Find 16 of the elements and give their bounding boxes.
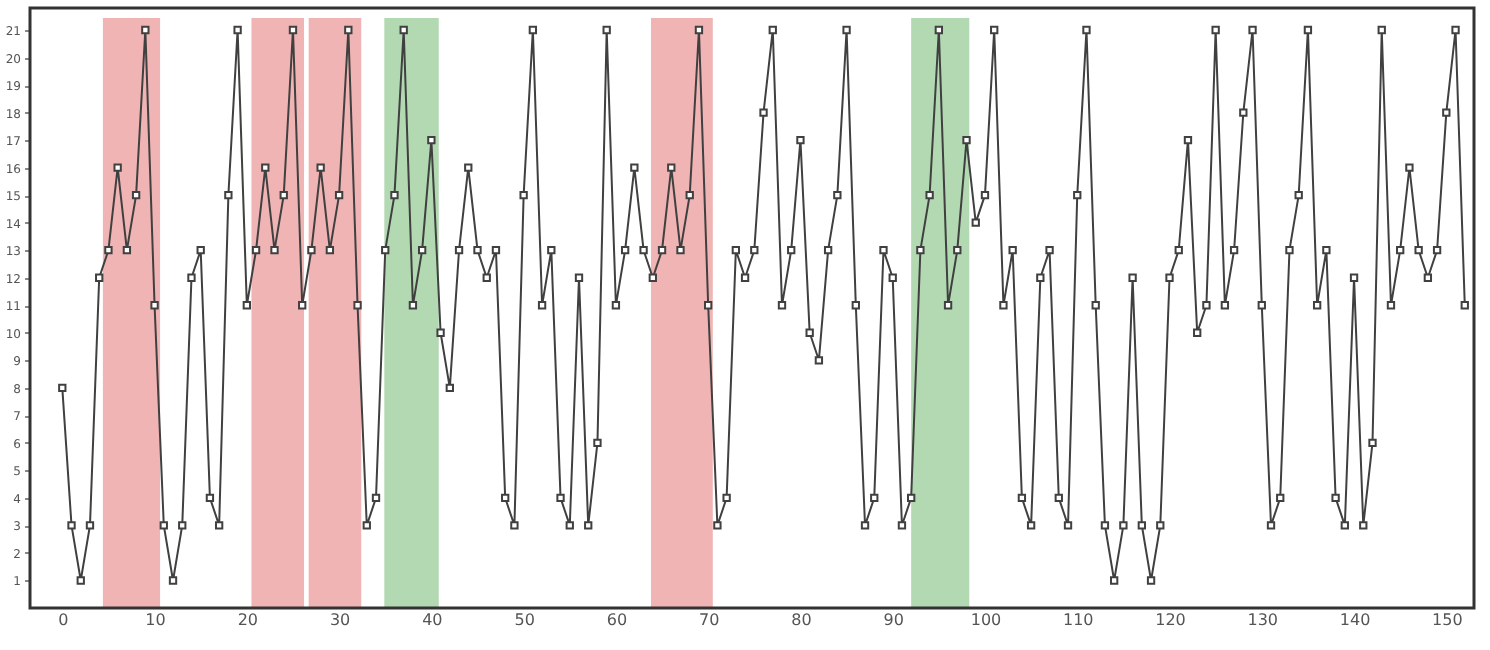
x-tick-label: 110 bbox=[1062, 611, 1094, 629]
x-tick-label: 130 bbox=[1247, 611, 1279, 629]
x-tick-label: 140 bbox=[1339, 611, 1371, 629]
x-tick-label: 70 bbox=[698, 611, 720, 629]
x-tick-label: 60 bbox=[606, 611, 628, 629]
x-tick-label: 0 bbox=[58, 611, 69, 629]
x-tick-label: 120 bbox=[1155, 611, 1186, 629]
x-tick-label: 30 bbox=[329, 611, 351, 629]
x-tick-label: 150 bbox=[1432, 611, 1463, 629]
x-tick-label: 90 bbox=[883, 611, 904, 629]
x-tick-label: 80 bbox=[791, 611, 812, 629]
x-tick-label: 40 bbox=[422, 611, 443, 629]
x-tick-label: 100 bbox=[970, 611, 1002, 629]
x-tick-label: 10 bbox=[145, 611, 166, 629]
x-tick-label: 50 bbox=[514, 611, 535, 629]
x-tick-label: 20 bbox=[237, 611, 259, 629]
